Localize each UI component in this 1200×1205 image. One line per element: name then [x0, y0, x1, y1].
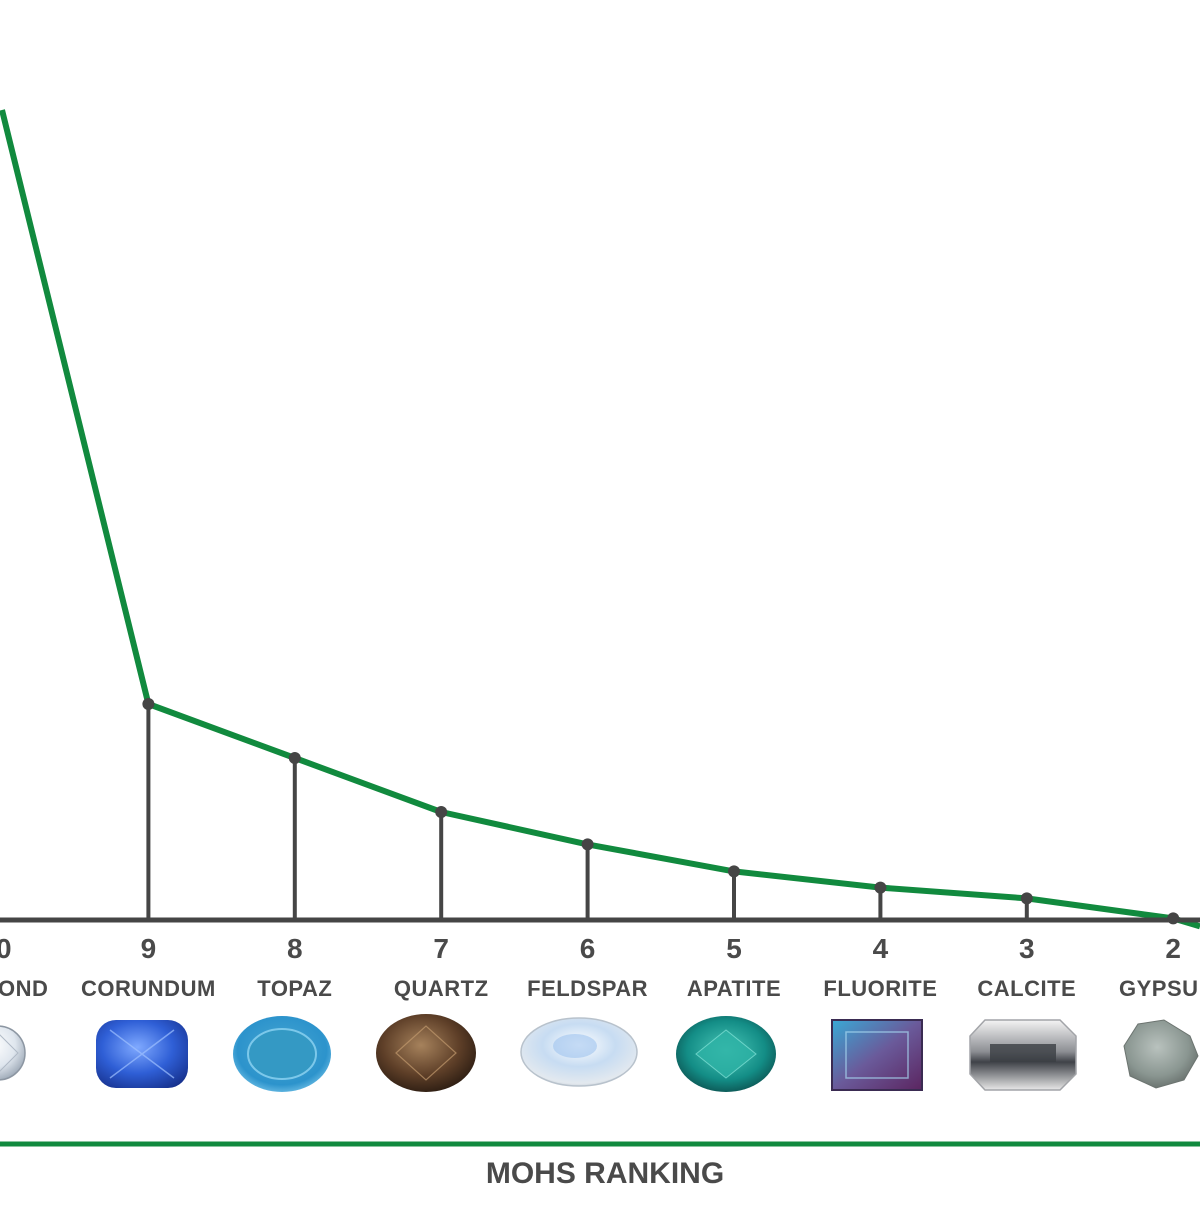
- x-tick-label: 5: [726, 933, 742, 964]
- x-axis-label: MOHS RANKING: [486, 1157, 724, 1190]
- x-tick-label: 3: [1019, 933, 1035, 964]
- topaz-gem-icon: [233, 1016, 331, 1092]
- x-tick-label: 4: [873, 933, 889, 964]
- data-point: [435, 806, 448, 818]
- fluorite-gem-icon: [831, 1019, 923, 1091]
- data-point: [1020, 892, 1033, 905]
- quartz-gem-icon: [376, 1014, 476, 1092]
- mineral-label: OND: [0, 976, 48, 1001]
- feldspar-gem-icon: [520, 1017, 638, 1087]
- x-tick-label: 0: [0, 933, 12, 964]
- x-tick-label: 8: [287, 933, 303, 964]
- mineral-label: FELDSPAR: [527, 976, 648, 1001]
- data-point: [581, 838, 594, 851]
- x-tick-label: 7: [433, 933, 449, 964]
- mineral-label: CORUNDUM: [81, 976, 216, 1001]
- data-point: [728, 865, 740, 878]
- mineral-label: QUARTZ: [394, 976, 489, 1001]
- diamond-gem-icon: [0, 1025, 26, 1081]
- value-stems: [146, 704, 1176, 920]
- mineral-label: TOPAZ: [257, 976, 332, 1001]
- corundum-gem-icon: [96, 1020, 188, 1088]
- gypsum-gem-icon: [1123, 1019, 1199, 1089]
- mineral-labels: OND CORUNDUM TOPAZ QUARTZ FELDSPAR APATITE FLU…: [0, 976, 1199, 1001]
- gem-illustrations: [0, 1014, 1199, 1092]
- mineral-label: FLUORITE: [823, 976, 937, 1001]
- apatite-gem-icon: [676, 1016, 776, 1092]
- mineral-label: GYPSU: [1119, 976, 1199, 1001]
- calcite-gem-icon: [969, 1019, 1077, 1091]
- data-point: [874, 881, 887, 894]
- data-points: [142, 698, 1180, 925]
- x-tick-label: 2: [1165, 933, 1181, 964]
- x-tick-labels: 0 9 8 7 6 5 4 3 2: [0, 933, 1181, 964]
- x-tick-label: 9: [141, 933, 157, 964]
- mineral-label: CALCITE: [977, 976, 1076, 1001]
- data-point: [142, 698, 155, 710]
- x-tick-label: 6: [580, 933, 596, 964]
- series-line: [0, 109, 1200, 930]
- data-point: [288, 752, 301, 764]
- mineral-label: APATITE: [687, 976, 781, 1001]
